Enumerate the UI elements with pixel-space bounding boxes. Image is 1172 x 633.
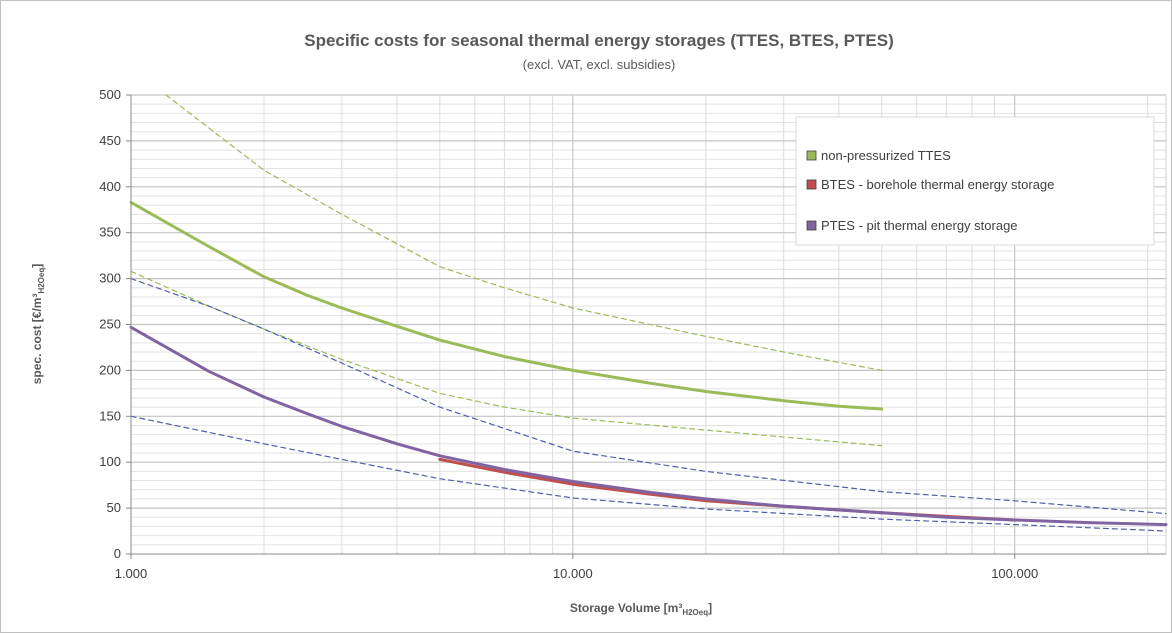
y-tick-label: 400 <box>99 179 121 194</box>
y-axis-title-subscript: H2Oeq <box>37 268 46 294</box>
series-line-ptes <box>129 325 1168 527</box>
x-tick-label: 10.000 <box>553 566 593 581</box>
legend-label-btes: BTES - borehole thermal energy storage <box>821 177 1054 192</box>
x-tick-label: 100.000 <box>991 566 1038 581</box>
y-tick-label: 50 <box>107 500 121 515</box>
chart-subtitle: (excl. VAT, excl. subsidies) <box>523 57 676 72</box>
range-line-dashed <box>130 415 1167 532</box>
axes: 0 50 100 150 200 250 300 350 400 450 500 1.000 10.00… <box>99 87 1166 581</box>
x-axis-title-subscript: H2Oeq <box>682 608 708 617</box>
x-axis-title-main: Storage Volume [m³ <box>570 601 682 615</box>
range-line-dashed <box>165 94 883 371</box>
y-tick-label: 350 <box>99 225 121 240</box>
y-tick-label: 0 <box>114 546 121 561</box>
y-axis-title-end: ] <box>30 264 44 268</box>
x-tick-label: 1.000 <box>115 566 148 581</box>
y-tick-label: 250 <box>99 317 121 332</box>
y-tick-label: 200 <box>99 362 121 377</box>
x-axis-title-end: ] <box>708 601 712 615</box>
plot-series <box>129 94 1168 532</box>
y-axis-title-main: spec. cost [€/m³ <box>30 294 44 385</box>
series-line-ttes <box>129 200 884 411</box>
chart-title: Specific costs for seasonal thermal ener… <box>304 31 894 50</box>
range-line-dashed <box>130 278 1167 515</box>
legend-item: BTES - borehole thermal energy storage <box>806 177 1054 192</box>
legend-swatch-ptes <box>806 220 817 231</box>
y-tick-label: 300 <box>99 271 121 286</box>
legend-label-ttes: non-pressurized TTES <box>821 148 951 163</box>
y-tick-label: 500 <box>99 87 121 102</box>
legend-swatch-ttes <box>806 150 817 161</box>
legend: non-pressurized TTES BTES - borehole the… <box>795 116 1155 246</box>
x-axis-title: Storage Volume [m³H2Oeq] <box>570 601 712 617</box>
y-tick-label: 100 <box>99 454 121 469</box>
y-tick-label: 450 <box>99 133 121 148</box>
legend-box <box>795 116 1155 246</box>
legend-swatch-btes <box>806 179 817 190</box>
legend-item: non-pressurized TTES <box>806 148 951 163</box>
y-tick-label: 150 <box>99 408 121 423</box>
legend-label-ptes: PTES - pit thermal energy storage <box>821 218 1018 233</box>
y-axis-title: spec. cost [€/m³H2Oeq] <box>30 264 46 385</box>
legend-item: PTES - pit thermal energy storage <box>806 218 1018 233</box>
